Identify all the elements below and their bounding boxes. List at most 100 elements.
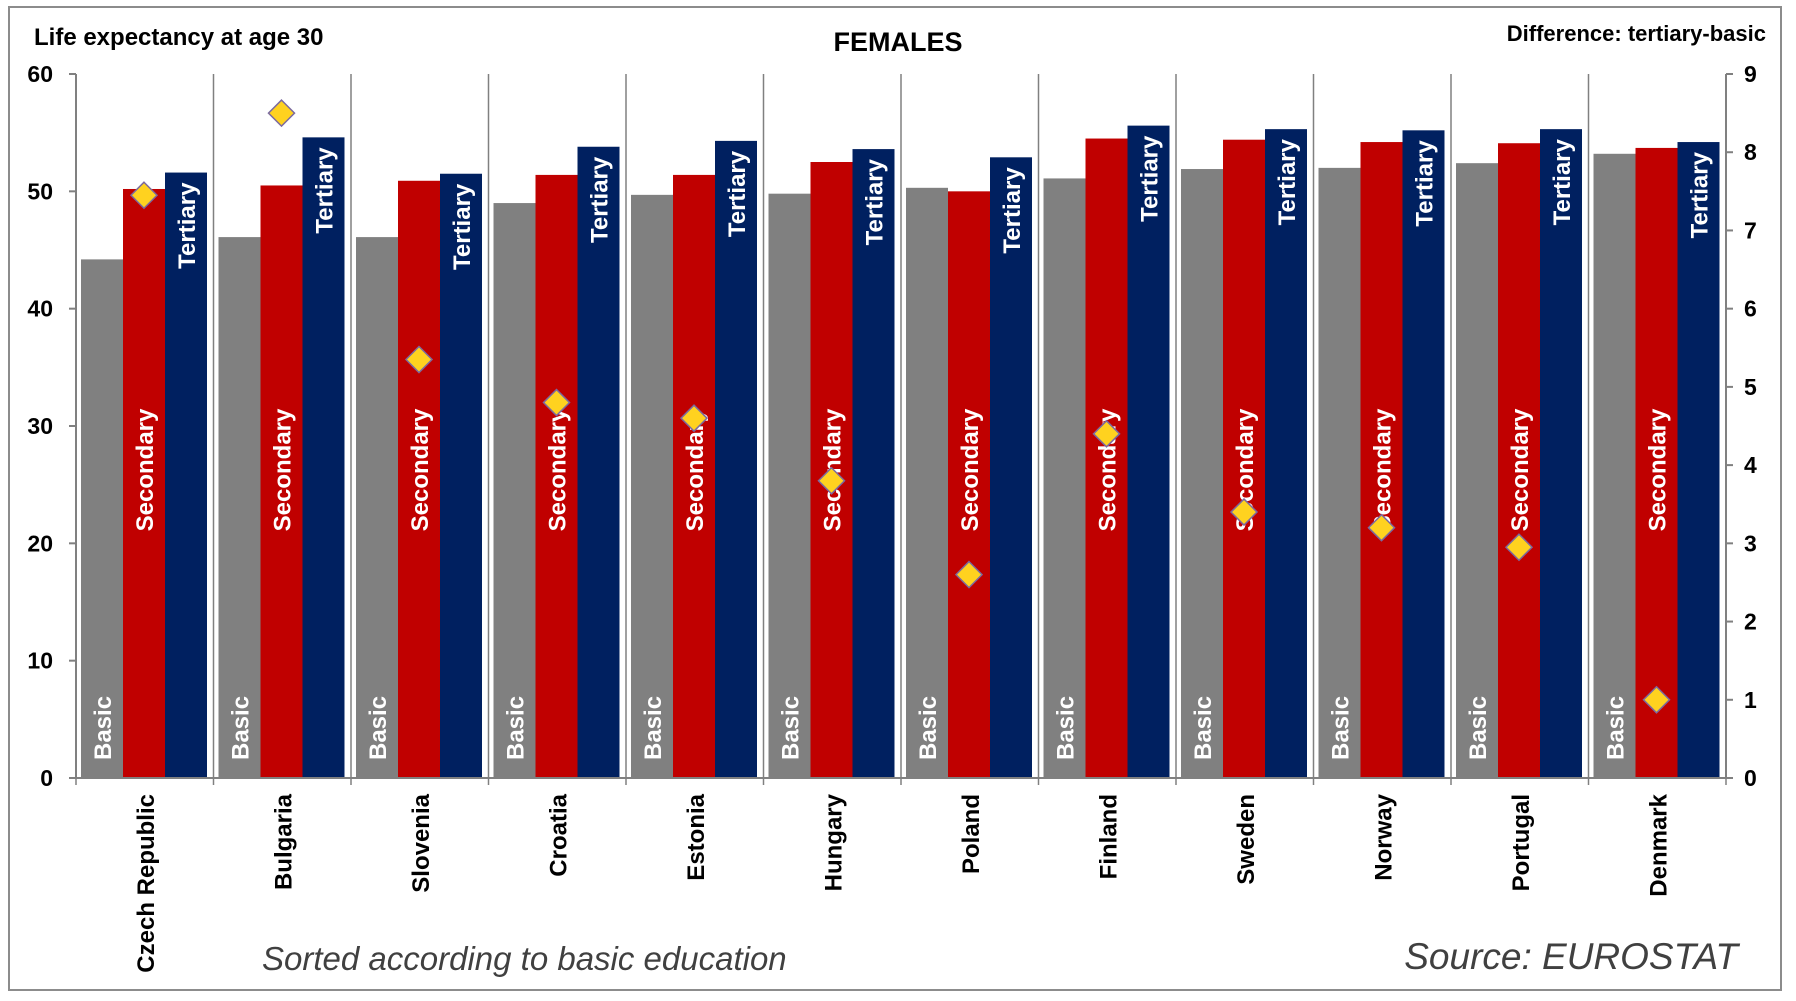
difference-marker (1229, 497, 1259, 527)
bar-label-basic: Basic (90, 696, 117, 760)
difference-marker (267, 99, 296, 128)
chart-frame (8, 6, 1782, 991)
y2-tick-label: 9 (1744, 61, 1757, 87)
x-tick-label: Finland (1095, 794, 1122, 879)
bar-tertiary (715, 140, 757, 778)
y-tick-label: 30 (27, 413, 53, 439)
bar-tertiary (1265, 129, 1307, 778)
bar-label-basic: Basic (1190, 696, 1217, 760)
bar-label-basic: Basic (778, 696, 805, 760)
bar-basic (768, 193, 811, 778)
bar-secondary (123, 188, 165, 778)
difference-marker (129, 181, 159, 210)
y2-tick-label: 5 (1744, 374, 1757, 400)
difference-marker (542, 388, 571, 417)
difference-marker (679, 404, 709, 433)
bar-basic (81, 259, 123, 778)
bar-secondary (1498, 143, 1540, 778)
chart-title: FEMALES (833, 27, 963, 57)
y-axis-title: Life expectancy at age 30 (34, 24, 324, 51)
difference-marker (1367, 513, 1396, 542)
bar-tertiary (990, 157, 1032, 779)
bar-secondary (948, 191, 990, 779)
bar-secondary (260, 185, 303, 778)
bar-basic (906, 187, 948, 778)
bar-tertiary (1402, 130, 1445, 778)
bar-label-secondary: Secondary (1370, 408, 1397, 531)
difference-marker (404, 345, 434, 374)
y2-tick-label: 0 (1744, 765, 1757, 791)
bar-label-tertiary: Tertiary (312, 147, 339, 234)
bar-label-basic: Basic (1603, 696, 1630, 760)
x-tick-label: Bulgaria (270, 793, 297, 890)
difference-marker (954, 560, 984, 589)
bar-tertiary (302, 137, 345, 779)
source-note: Source: EUROSTAT (1404, 936, 1738, 977)
bar-label-secondary: Secondary (407, 408, 434, 531)
bar-label-secondary: Secondary (270, 408, 297, 531)
bar-tertiary (1127, 125, 1170, 779)
bar-basic (493, 203, 536, 779)
x-tick-label: Croatia (545, 793, 572, 876)
bar-label-tertiary: Tertiary (174, 182, 201, 269)
y2-tick-label: 7 (1744, 217, 1757, 243)
x-tick-label: Portugal (1508, 794, 1535, 891)
y-tick-label: 20 (27, 530, 53, 556)
bar-label-tertiary: Tertiary (1687, 151, 1714, 238)
x-tick-label: Denmark (1645, 793, 1672, 896)
difference-marker (1642, 685, 1671, 714)
bar-label-basic: Basic (1053, 696, 1080, 760)
bar-label-basic: Basic (1328, 696, 1355, 760)
bar-label-basic: Basic (640, 696, 667, 760)
bar-basic (218, 237, 261, 779)
y2-tick-label: 3 (1744, 530, 1757, 556)
bar-label-tertiary: Tertiary (1412, 140, 1439, 227)
bar-label-basic: Basic (1465, 696, 1492, 760)
bar-label-tertiary: Tertiary (1137, 135, 1164, 222)
bar-tertiary (440, 173, 482, 778)
bar-label-tertiary: Tertiary (449, 183, 476, 270)
bar-label-tertiary: Tertiary (1549, 138, 1576, 225)
bar-label-secondary: Secondary (957, 408, 984, 531)
bar-tertiary (165, 172, 207, 778)
x-tick-label: Estonia (683, 793, 710, 880)
bar-basic (631, 194, 673, 778)
y-tick-label: 10 (27, 648, 53, 674)
difference-marker (817, 466, 846, 495)
bar-secondary (1360, 142, 1403, 778)
bar-tertiary (1540, 129, 1582, 778)
bar-secondary (1635, 147, 1678, 779)
bar-label-secondary: Secondary (545, 408, 572, 531)
bar-label-basic: Basic (365, 696, 392, 760)
bar-basic (1456, 163, 1498, 778)
y2-tick-label: 8 (1744, 139, 1757, 165)
x-tick-label: Sweden (1233, 794, 1260, 885)
sort-note: Sorted according to basic education (262, 940, 787, 977)
bar-basic (356, 237, 398, 779)
bar-secondary (535, 174, 578, 778)
y-tick-label: 40 (27, 296, 53, 322)
x-tick-label: Hungary (820, 793, 847, 891)
bar-label-tertiary: Tertiary (862, 158, 889, 245)
bar-label-tertiary: Tertiary (999, 167, 1026, 254)
bar-basic (1318, 167, 1361, 778)
bar-label-secondary: Secondary (132, 408, 159, 531)
bar-tertiary (577, 146, 620, 778)
bar-label-tertiary: Tertiary (587, 156, 614, 243)
bar-label-secondary: Secondary (1645, 408, 1672, 531)
y2-tick-label: 4 (1744, 452, 1757, 478)
x-tick-label: Czech Republic (133, 794, 160, 973)
bar-label-tertiary: Tertiary (1274, 138, 1301, 225)
x-tick-label: Norway (1370, 793, 1397, 880)
bar-secondary (1085, 138, 1128, 779)
difference-marker (1504, 533, 1534, 562)
y2-tick-label: 6 (1744, 296, 1757, 322)
bar-label-basic: Basic (915, 696, 942, 760)
bar-secondary (398, 180, 440, 779)
bar-tertiary (1677, 142, 1720, 778)
bar-basic (1043, 178, 1086, 779)
bar-basic (1593, 153, 1636, 778)
x-tick-label: Slovenia (408, 793, 435, 892)
bar-label-tertiary: Tertiary (724, 150, 751, 237)
